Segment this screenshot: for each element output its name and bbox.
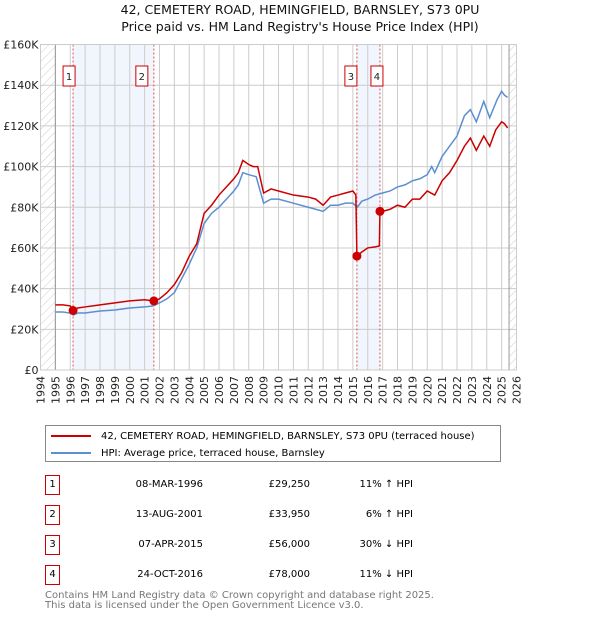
sale-hpi-diff: 30% ↓ HPI — [359, 539, 413, 550]
footer-licence: This data is licensed under the Open Gov… — [45, 600, 364, 611]
x-tick-label: 2021 — [436, 376, 449, 404]
x-tick-label: 2011 — [287, 376, 300, 404]
x-tick-label: 2007 — [228, 376, 241, 404]
sale-number: 3 — [45, 535, 60, 555]
sale-label: 4 — [374, 72, 380, 83]
x-tick-label: 1996 — [64, 376, 77, 404]
sale-label-box — [370, 65, 384, 87]
sale-point — [149, 296, 159, 306]
x-tick-label: 2023 — [466, 376, 479, 404]
sale-price: £33,950 — [268, 509, 310, 520]
x-tick-label: 1999 — [109, 376, 122, 404]
x-tick-label: 2018 — [392, 376, 405, 404]
legend-item-property: 42, CEMETERY ROAD, HEMINGFIELD, BARNSLEY… — [51, 429, 475, 443]
y-tick-label: £160K — [3, 39, 39, 52]
y-tick-label: £20K — [10, 323, 39, 336]
legend: 42, CEMETERY ROAD, HEMINGFIELD, BARNSLEY… — [45, 425, 501, 462]
y-tick-label: £60K — [10, 242, 39, 255]
sale-date: 08-MAR-1996 — [135, 479, 203, 490]
y-tick-label: £0 — [25, 364, 39, 377]
sale-hpi-diff: 11% ↓ HPI — [359, 569, 413, 580]
x-tick-label: 2020 — [421, 376, 434, 404]
x-tick-label: 2017 — [377, 376, 390, 404]
sale-hpi-diff: 11% ↑ HPI — [359, 479, 413, 490]
legend-item-hpi: HPI: Average price, terraced house, Barn… — [51, 446, 325, 460]
x-tick-label: 1997 — [79, 376, 92, 404]
sale-price: £56,000 — [268, 539, 310, 550]
x-tick-label: 2000 — [124, 376, 137, 404]
sale-label-box — [62, 65, 76, 87]
sale-point — [352, 251, 362, 261]
y-tick-label: £140K — [3, 79, 39, 92]
footer-copyright: Contains HM Land Registry data © Crown c… — [45, 590, 434, 601]
x-tick-label: 2025 — [496, 376, 509, 404]
sale-label: 1 — [66, 72, 72, 83]
x-tick-label: 2002 — [154, 376, 167, 404]
x-tick-label: 2010 — [273, 376, 286, 404]
y-tick-label: £100K — [3, 161, 39, 174]
x-tick-label: 2024 — [481, 376, 494, 404]
x-tick-label: 2008 — [243, 376, 256, 404]
sale-date: 13-AUG-2001 — [135, 509, 203, 520]
sale-point — [68, 305, 78, 315]
x-tick-label: 2012 — [302, 376, 315, 404]
x-tick-label: 2001 — [139, 376, 152, 404]
x-tick-label: 1998 — [94, 376, 107, 404]
legend-label: 42, CEMETERY ROAD, HEMINGFIELD, BARNSLEY… — [101, 430, 475, 442]
sale-number: 2 — [45, 505, 60, 525]
table-row: 1 08-MAR-1996 £29,250 11% ↑ HPI — [45, 475, 445, 495]
chart-title: 42, CEMETERY ROAD, HEMINGFIELD, BARNSLEY… — [120, 2, 480, 17]
sale-label: 2 — [139, 72, 145, 83]
y-tick-label: £40K — [10, 283, 39, 296]
sale-label: 3 — [348, 72, 354, 83]
x-tick-label: 2014 — [332, 376, 345, 404]
x-tick-label: 1994 — [35, 376, 48, 404]
table-row: 3 07-APR-2015 £56,000 30% ↓ HPI — [45, 535, 445, 555]
sale-date: 24-OCT-2016 — [137, 569, 203, 580]
legend-label: HPI: Average price, terraced house, Barn… — [101, 447, 325, 459]
x-tick-label: 2013 — [317, 376, 330, 404]
x-tick-label: 2016 — [362, 376, 375, 404]
sale-label-box — [344, 65, 358, 87]
hpi-line — [55, 89, 508, 316]
price-chart: 1994 1995 1996 1997 1998 1999 2000 2001 2002 2003… — [3, 39, 524, 405]
y-tick-label: £80K — [10, 201, 39, 214]
x-tick-label: 2006 — [213, 376, 226, 404]
sale-price: £29,250 — [268, 479, 310, 490]
legend-swatch-red — [51, 435, 91, 437]
x-tick-label: 1995 — [49, 376, 62, 404]
chart-subtitle: Price paid vs. HM Land Registry's House … — [121, 19, 479, 34]
x-tick-label: 2015 — [347, 376, 360, 404]
table-row: 4 24-OCT-2016 £78,000 11% ↓ HPI — [45, 565, 445, 585]
x-tick-label: 2022 — [451, 376, 464, 404]
legend-swatch-blue — [51, 452, 91, 454]
x-tick-label: 2003 — [168, 376, 181, 404]
x-tick-label: 2004 — [183, 376, 196, 404]
x-tick-label: 2019 — [406, 376, 419, 404]
sale-point — [375, 206, 385, 216]
x-tick-label: 2009 — [258, 376, 271, 404]
sale-price: £78,000 — [268, 569, 310, 580]
y-tick-label: £120K — [3, 120, 39, 133]
plot-border — [40, 44, 517, 371]
sale-label-box — [135, 65, 149, 87]
sale-number: 1 — [45, 475, 60, 495]
sale-number: 4 — [45, 565, 60, 585]
sale-hpi-diff: 6% ↑ HPI — [365, 509, 413, 520]
x-tick-label: 2005 — [198, 376, 211, 404]
sale-date: 07-APR-2015 — [138, 539, 203, 550]
x-tick-label: 2026 — [511, 376, 524, 404]
table-row: 2 13-AUG-2001 £33,950 6% ↑ HPI — [45, 505, 445, 525]
